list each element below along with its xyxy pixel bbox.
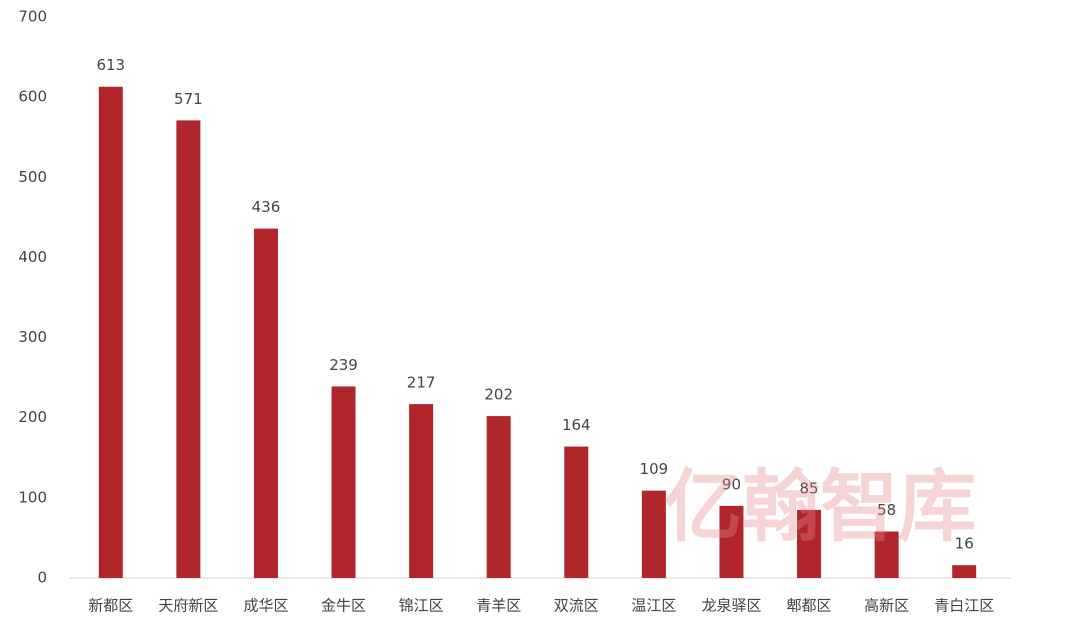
data-label: 164 [562, 416, 591, 434]
x-tick-label: 高新区 [864, 597, 909, 615]
y-tick-label: 0 [37, 569, 47, 587]
data-label: 571 [174, 90, 203, 108]
y-tick-label: 500 [18, 168, 47, 186]
bar [564, 446, 589, 578]
watermark: 亿翰智库 [664, 462, 976, 552]
y-tick-label: 200 [18, 408, 47, 426]
x-tick-label: 青羊区 [476, 597, 521, 615]
bar [641, 490, 666, 578]
bar [331, 386, 356, 578]
data-label: 239 [329, 356, 358, 374]
x-tick-label: 新都区 [88, 597, 133, 615]
data-label: 58 [877, 501, 896, 519]
x-tick-label: 金牛区 [321, 597, 366, 615]
x-tick-label: 锦江区 [399, 597, 444, 615]
bar [952, 565, 977, 578]
data-label: 202 [484, 386, 513, 404]
data-label: 613 [96, 56, 125, 74]
y-tick-label: 100 [18, 488, 47, 506]
bar [98, 86, 123, 578]
y-tick-label: 600 [18, 88, 47, 106]
data-label: 217 [407, 374, 436, 392]
x-tick-label: 龙泉驿区 [701, 597, 761, 615]
bar [409, 404, 434, 578]
bar [719, 505, 744, 578]
bar [253, 228, 278, 578]
x-tick-label: 成华区 [243, 597, 288, 615]
x-tick-label: 温江区 [631, 597, 676, 615]
x-tick-label: 郫都区 [787, 597, 832, 615]
bar [797, 509, 822, 578]
bar [874, 531, 899, 578]
data-label: 16 [955, 535, 974, 553]
data-label: 85 [799, 479, 818, 497]
data-label: 109 [640, 460, 669, 478]
x-tick-label: 天府新区 [158, 597, 218, 615]
y-tick-label: 400 [18, 248, 47, 266]
x-tick-label: 青白江区 [934, 597, 994, 615]
data-label: 90 [722, 475, 741, 493]
x-tick-label: 双流区 [554, 597, 599, 615]
y-tick-label: 300 [18, 328, 47, 346]
bar [176, 120, 201, 579]
bar [486, 416, 511, 578]
data-label: 436 [252, 198, 281, 216]
y-tick-label: 700 [18, 8, 47, 26]
